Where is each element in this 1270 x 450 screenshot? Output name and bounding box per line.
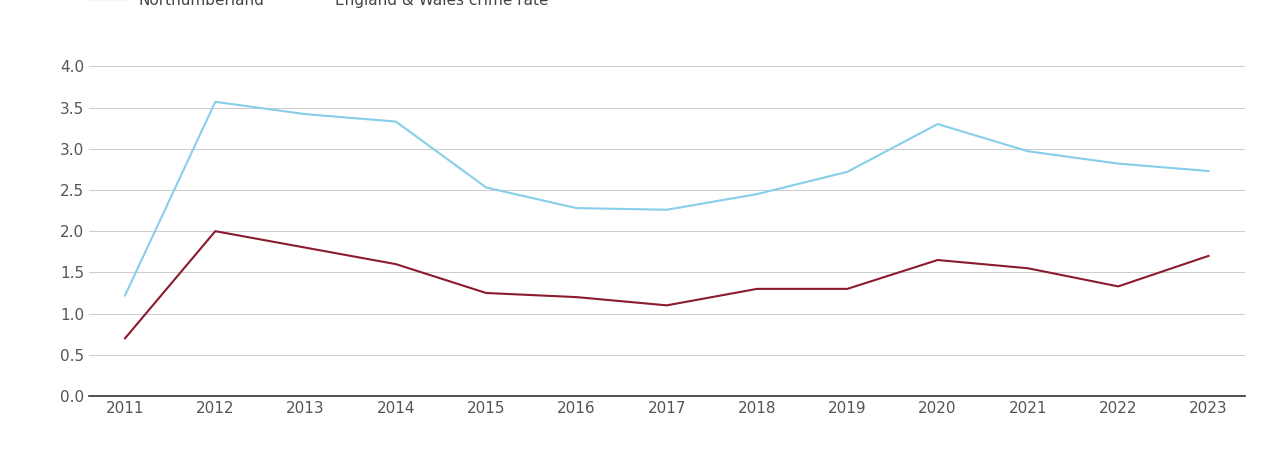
Northumberland (389, 261, 404, 267)
England & Wales crime rate (117, 293, 132, 298)
England & Wales crime rate (1020, 148, 1035, 154)
Northumberland (569, 294, 584, 300)
Northumberland (1110, 284, 1125, 289)
England & Wales crime rate (389, 119, 404, 124)
Northumberland (1201, 253, 1217, 259)
Line: Northumberland: Northumberland (124, 231, 1209, 338)
England & Wales crime rate (1110, 161, 1125, 166)
Northumberland (839, 286, 855, 292)
Northumberland (298, 245, 314, 250)
Northumberland (117, 336, 132, 341)
England & Wales crime rate (208, 99, 224, 104)
England & Wales crime rate (930, 122, 945, 127)
England & Wales crime rate (839, 169, 855, 175)
Northumberland (1020, 266, 1035, 271)
Northumberland (208, 229, 224, 234)
England & Wales crime rate (659, 207, 674, 212)
England & Wales crime rate (1201, 168, 1217, 174)
England & Wales crime rate (569, 205, 584, 211)
Northumberland (659, 303, 674, 308)
England & Wales crime rate (479, 185, 494, 190)
England & Wales crime rate (749, 191, 765, 197)
England & Wales crime rate (298, 112, 314, 117)
Legend: Northumberland, England & Wales crime rate: Northumberland, England & Wales crime ra… (85, 0, 554, 14)
Line: England & Wales crime rate: England & Wales crime rate (124, 102, 1209, 296)
Northumberland (749, 286, 765, 292)
Northumberland (479, 290, 494, 296)
Northumberland (930, 257, 945, 263)
